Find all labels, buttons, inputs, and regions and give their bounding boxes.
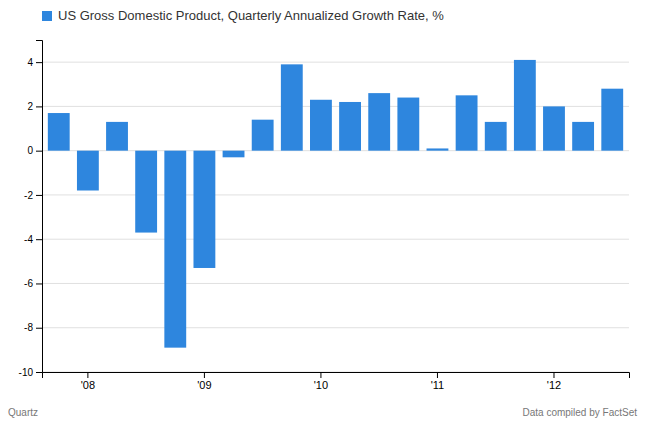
bar [223, 151, 245, 158]
bar [164, 151, 186, 348]
y-tick-mark [36, 372, 42, 373]
x-tick-label: '10 [314, 379, 328, 391]
bar [281, 64, 303, 150]
grid-line [42, 150, 629, 151]
x-tick-label: '09 [197, 379, 211, 391]
x-tick: '08 [81, 372, 95, 391]
y-tick: -4 [24, 234, 42, 245]
y-tick-mark [36, 195, 42, 196]
y-axis: -10 -8 -6 -4 -2 0 2 4 [19, 41, 43, 378]
grid-line [42, 327, 629, 328]
bar [193, 151, 215, 268]
y-tick-label: -4 [24, 234, 33, 245]
bar [106, 122, 128, 151]
x-tick-mark [553, 372, 554, 378]
bars [48, 60, 623, 348]
y-tick-mark [36, 239, 42, 240]
plot-area: -10 -8 -6 -4 -2 0 2 4 '08 '09 '10 '11 '12 [19, 41, 630, 391]
bar [397, 98, 419, 151]
y-tick-label: 4 [27, 57, 33, 68]
title-swatch [42, 11, 52, 21]
x-tick: '10 [314, 372, 328, 391]
y-tick-label: -8 [24, 322, 33, 333]
bar [601, 89, 623, 151]
grid-line [42, 106, 629, 107]
y-tick-label: -2 [24, 190, 33, 201]
x-tick-mark [87, 372, 88, 378]
x-tick-mark [320, 372, 321, 378]
y-tick-mark [36, 106, 42, 107]
y-tick: 4 [27, 57, 42, 68]
y-tick-label: 0 [27, 145, 33, 156]
bar [427, 148, 449, 150]
x-tick-label: '08 [81, 379, 95, 391]
y-tick-mark [36, 328, 42, 329]
y-tick-label: -10 [19, 367, 34, 378]
y-tick: -2 [24, 190, 42, 201]
x-tick-mark [204, 372, 205, 378]
grid [42, 62, 629, 372]
footer-note: Quartz [8, 407, 38, 418]
bar [368, 93, 390, 151]
x-tick-mark [437, 372, 438, 378]
y-tick-label: -6 [24, 278, 33, 289]
y-tick: -10 [19, 367, 42, 378]
grid-line [42, 62, 629, 63]
y-tick-mark [36, 151, 42, 152]
bar [252, 120, 274, 151]
chart: -10 -8 -6 -4 -2 0 2 4 '08 '09 '10 '11 '12 US Gross Do… [0, 0, 645, 424]
x-tick: '09 [197, 372, 211, 391]
bar [514, 60, 536, 151]
x-tick: '11 [431, 372, 445, 391]
y-tick-label: 2 [27, 101, 33, 112]
footer-note: Data compiled by FactSet [523, 407, 638, 418]
x-tick: '12 [547, 372, 561, 391]
grid-line [42, 239, 629, 240]
bar [310, 100, 332, 151]
bar [339, 102, 361, 151]
bar [48, 113, 70, 151]
grid-line [42, 194, 629, 195]
x-tick-label: '12 [547, 379, 561, 391]
y-tick-mark [36, 62, 42, 63]
y-tick: -8 [24, 322, 42, 333]
x-axis: '08 '09 '10 '11 '12 [43, 372, 630, 391]
y-tick: 2 [27, 101, 42, 112]
bar [572, 122, 594, 151]
y-tick: -6 [24, 278, 42, 289]
title: US Gross Domestic Product, Quarterly Ann… [58, 8, 444, 23]
x-tick-label: '11 [431, 379, 445, 391]
y-tick-mark [36, 283, 42, 284]
bar [456, 95, 478, 150]
grid-line [42, 283, 629, 284]
bar [543, 106, 565, 150]
x-axis-line [43, 373, 630, 379]
y-tick: 0 [27, 145, 42, 156]
bar [77, 151, 99, 191]
bar [135, 151, 157, 233]
title-group: US Gross Domestic Product, Quarterly Ann… [42, 8, 444, 23]
y-axis-line [36, 41, 43, 373]
bar [485, 122, 507, 151]
